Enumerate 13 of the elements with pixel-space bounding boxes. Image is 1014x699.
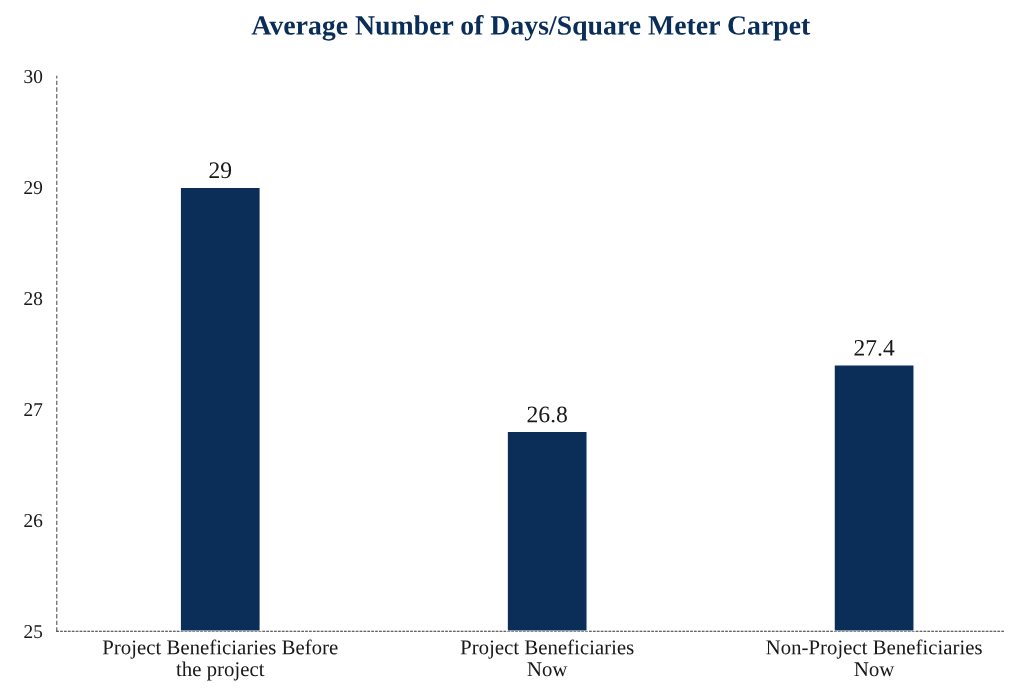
data-label: 26.8 — [527, 406, 567, 423]
y-tick-label: 30 — [24, 70, 43, 84]
x-tick-label: Non-Project Beneficiaries Now — [766, 639, 982, 677]
x-tick-label: Project Beneficiaries Now — [460, 639, 634, 677]
x-tick-label: Project Beneficiaries Before the project — [102, 639, 338, 681]
y-tick-label: 26 — [24, 514, 43, 528]
y-tick-label: 28 — [24, 292, 43, 306]
y-tick-label: 25 — [24, 625, 43, 639]
chart-title: Average Number of Days/Square Meter Carpet — [251, 14, 811, 41]
y-tick-label: 29 — [24, 181, 43, 195]
data-label: 29 — [209, 162, 232, 179]
y-tick-label: 27 — [24, 403, 43, 416]
data-label: 27.4 — [854, 339, 895, 356]
